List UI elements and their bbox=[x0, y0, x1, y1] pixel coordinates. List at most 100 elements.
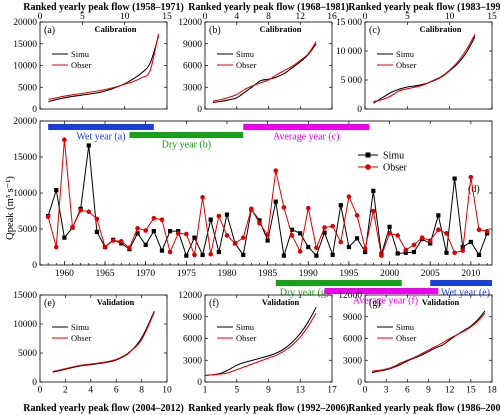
series-line-obser bbox=[212, 41, 317, 102]
legend-label-simu: Simu bbox=[383, 151, 404, 162]
y-tick-label: 10 000 bbox=[336, 47, 362, 57]
y-tick-label: 0 bbox=[357, 105, 362, 115]
x-tick-label: 1975 bbox=[177, 269, 196, 279]
data-point-simu bbox=[151, 229, 156, 234]
panel-title: Validation bbox=[97, 297, 135, 307]
data-point-simu bbox=[330, 252, 335, 258]
series-line-simu bbox=[373, 36, 476, 104]
x-tick-label: 1995 bbox=[339, 269, 358, 279]
data-point-obser bbox=[224, 233, 230, 238]
data-point-obser bbox=[102, 244, 108, 250]
data-point-simu bbox=[54, 188, 59, 193]
y-tick-label: 15000 bbox=[13, 153, 37, 163]
x-tick-label: 1970 bbox=[136, 269, 155, 279]
data-point-obser bbox=[127, 245, 132, 251]
data-point-simu bbox=[403, 250, 408, 255]
data-point-obser bbox=[45, 214, 51, 220]
y-tick-label: 10000 bbox=[13, 62, 37, 72]
period-label: Wet year (e) bbox=[441, 288, 490, 299]
data-point-obser bbox=[232, 241, 238, 246]
data-point-obser bbox=[273, 168, 279, 173]
series-line-simu bbox=[371, 310, 486, 374]
y-tick-label: 20000 bbox=[13, 18, 37, 28]
panel-e: 0 5000 10000 15000 0 2 4 6 8 10 Ranked yearly peak… bbox=[13, 291, 184, 414]
bottom-axis-label: Ranked yearly peak flow (1986–2002) bbox=[348, 403, 500, 414]
data-point-simu bbox=[298, 231, 303, 236]
data-point-obser bbox=[452, 250, 457, 256]
x-tick-label: 5 bbox=[234, 386, 239, 396]
panel-label: (g) bbox=[369, 298, 381, 309]
legend-label-simu: Simu bbox=[71, 49, 90, 59]
data-point-simu bbox=[338, 203, 343, 208]
x-tick-label: 5 bbox=[405, 12, 410, 22]
data-point-simu bbox=[371, 188, 376, 193]
data-point-obser bbox=[411, 242, 417, 248]
x-tick-label: 18 bbox=[487, 386, 497, 396]
period-bar bbox=[129, 132, 244, 138]
y-tick-label: 3000 bbox=[183, 83, 202, 93]
y-tick-label: 5000 bbox=[18, 83, 37, 93]
legend-label-simu: Simu bbox=[396, 322, 415, 332]
x-tick-label: 12 bbox=[445, 386, 455, 396]
y-tick-label: 6000 bbox=[343, 335, 362, 345]
data-point-obser bbox=[86, 209, 92, 215]
data-point-obser bbox=[265, 232, 270, 238]
data-point-simu bbox=[354, 236, 360, 241]
panel-f: 0 3000 6000 9000 12000 1 5 9 13 17 Ranked yearly p… bbox=[178, 291, 349, 414]
legend-label-obser: Obser bbox=[71, 333, 91, 343]
x-tick-label: 2000 bbox=[380, 269, 399, 279]
data-point-simu bbox=[452, 176, 457, 181]
legend-label-obser: Obser bbox=[383, 163, 408, 174]
data-point-obser bbox=[476, 227, 482, 233]
data-point-simu bbox=[159, 248, 165, 253]
top-axis-label: Ranked yearly peak flow (1968–1981) bbox=[188, 2, 349, 13]
series-line-obser bbox=[372, 312, 486, 372]
bottom-axis-label: Ranked yearly peak flow (1992–2006) bbox=[188, 403, 349, 414]
x-tick-label: 9 bbox=[426, 386, 431, 396]
data-point-obser bbox=[184, 231, 189, 237]
x-tick-label: 13 bbox=[296, 386, 306, 396]
data-point-simu bbox=[411, 249, 417, 255]
x-tick-label: 1985 bbox=[258, 269, 277, 279]
series-line-simu bbox=[204, 307, 317, 377]
data-point-obser bbox=[281, 205, 287, 210]
legend-label-obser: Obser bbox=[71, 60, 91, 70]
y-tick-label: 6000 bbox=[183, 62, 202, 72]
y-tick-label: 6000 bbox=[183, 335, 202, 345]
legend-marker-obser bbox=[365, 164, 371, 170]
data-point-simu bbox=[216, 249, 221, 255]
panel-label: (b) bbox=[209, 25, 221, 36]
x-tick-label: 17 bbox=[327, 386, 337, 396]
panel-label: (f) bbox=[209, 298, 219, 309]
data-point-simu bbox=[395, 251, 400, 256]
x-tick-label: 0 bbox=[38, 386, 43, 396]
data-point-obser bbox=[305, 205, 311, 211]
data-point-simu bbox=[281, 253, 286, 258]
data-point-obser bbox=[257, 220, 262, 226]
plot-frame bbox=[39, 294, 168, 383]
data-point-simu bbox=[224, 212, 230, 217]
y-axis-label: Qpeak (m³ s⁻¹) bbox=[5, 176, 16, 240]
x-tick-label: 15 bbox=[487, 12, 497, 22]
data-point-obser bbox=[314, 245, 319, 251]
legend-marker-simu bbox=[365, 152, 371, 158]
data-point-simu bbox=[265, 238, 270, 243]
x-tick-label: 2 bbox=[63, 386, 68, 396]
data-point-simu bbox=[346, 244, 352, 250]
y-tick-label: 5000 bbox=[18, 349, 37, 359]
y-tick-label: 0 bbox=[197, 105, 202, 115]
x-tick-label: 2005 bbox=[421, 269, 440, 279]
y-tick-label: 15000 bbox=[13, 40, 37, 50]
legend-label-simu: Simu bbox=[236, 322, 255, 332]
data-point-simu bbox=[257, 218, 262, 223]
data-point-simu bbox=[208, 217, 213, 222]
period-label: Average year (f) bbox=[353, 296, 418, 307]
y-tick-label: 20000 bbox=[13, 117, 37, 127]
legend-label-simu: Simu bbox=[71, 322, 90, 332]
y-tick-label: 0 bbox=[32, 261, 37, 271]
data-point-simu bbox=[306, 244, 311, 250]
x-tick-label: 1980 bbox=[217, 269, 236, 279]
panel-label: (c) bbox=[369, 25, 380, 36]
